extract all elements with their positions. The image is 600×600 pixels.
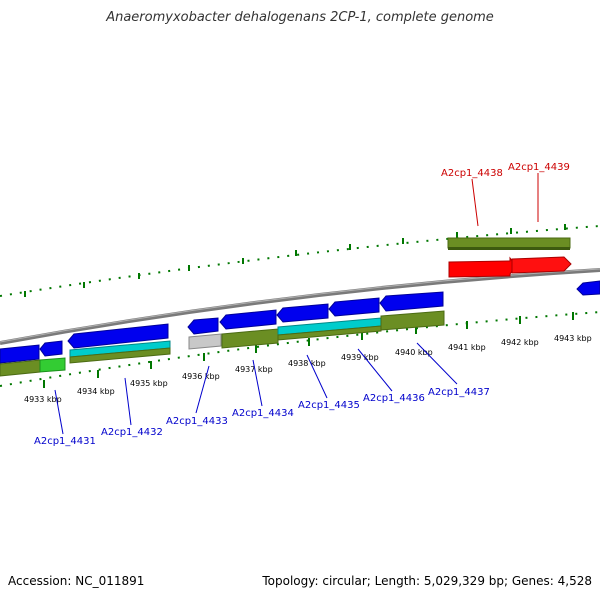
leader-a2cp1-4433 [195,365,210,414]
topology-text: Topology: circular; Length: 5,029,329 bp… [262,574,592,588]
tick-label-4934: 4934 kbp [77,387,115,396]
reverse-features [0,310,445,377]
tick-label-4939: 4939 kbp [341,353,379,362]
cds-arrow[interactable] [219,309,277,330]
gene-label-a2cp1-4431[interactable]: A2cp1_4431 [34,436,96,447]
tick-label-4936: 4936 kbp [182,372,220,381]
leader-a2cp1-4436 [357,348,393,392]
cds-arrow[interactable] [187,317,219,335]
tick-label-4933: 4933 kbp [24,395,62,404]
gene-bar[interactable] [188,333,222,350]
leader-a2cp1-4434 [252,359,263,407]
gene-label-a2cp1-4438[interactable]: A2cp1_4438 [441,168,503,179]
gene-bar-shadow [448,247,570,250]
gene-label-a2cp1-4437[interactable]: A2cp1_4437 [428,387,490,398]
tick-label-4937: 4937 kbp [235,365,273,374]
gene-label-a2cp1-4436[interactable]: A2cp1_4436 [363,393,425,404]
gene-bar[interactable] [277,325,382,341]
cds-arrow[interactable] [0,344,40,364]
reverse-cds-arrows [0,280,600,364]
tick-label-4935: 4935 kbp [130,379,168,388]
tick-label-4943: 4943 kbp [554,334,592,343]
cds-arrow-a2cp1-4439[interactable] [511,256,572,274]
leader-a2cp1-4438 [471,178,479,227]
label-leaders [54,173,539,435]
forward-features [447,237,572,278]
genome-backbone [0,268,600,345]
gene-label-a2cp1-4433[interactable]: A2cp1_4433 [166,416,228,427]
cds-arrow[interactable] [276,303,329,323]
gene-label-a2cp1-4439[interactable]: A2cp1_4439 [508,162,570,173]
reverse-major-ticks [43,312,574,388]
gene-bar[interactable] [221,328,279,349]
gene-bar[interactable] [39,357,66,373]
gene-bar[interactable] [69,347,171,364]
tick-label-4942: 4942 kbp [501,338,539,347]
cds-arrow[interactable] [328,297,380,317]
genome-backbone-highlight [0,268,600,343]
cds-arrow[interactable] [67,323,169,349]
tick-label-4938: 4938 kbp [288,359,326,368]
cds-arrow-a2cp1-4438[interactable] [448,256,517,278]
reverse-tick-track [0,311,600,387]
cds-arrow[interactable] [379,291,444,312]
gene-label-a2cp1-4435[interactable]: A2cp1_4435 [298,400,360,411]
accession-text: Accession: NC_011891 [8,574,145,588]
gene-label-a2cp1-4432[interactable]: A2cp1_4432 [101,427,163,438]
cds-arrow[interactable] [576,280,600,296]
gene-label-a2cp1-4434[interactable]: A2cp1_4434 [232,408,294,419]
cds-arrow[interactable] [39,340,63,357]
leader-a2cp1-4437 [416,342,458,385]
gene-bar[interactable] [380,310,445,331]
gene-bar[interactable] [447,237,571,249]
leader-a2cp1-4432 [124,377,132,426]
leader-a2cp1-4435 [306,354,328,399]
forward-major-ticks [24,224,566,297]
tick-label-4941: 4941 kbp [448,343,486,352]
page-title: Anaeromyxobacter dehalogenans 2CP-1, com… [106,10,494,25]
leader-a2cp1-4431 [54,389,64,435]
tick-label-4940: 4940 kbp [395,348,433,357]
